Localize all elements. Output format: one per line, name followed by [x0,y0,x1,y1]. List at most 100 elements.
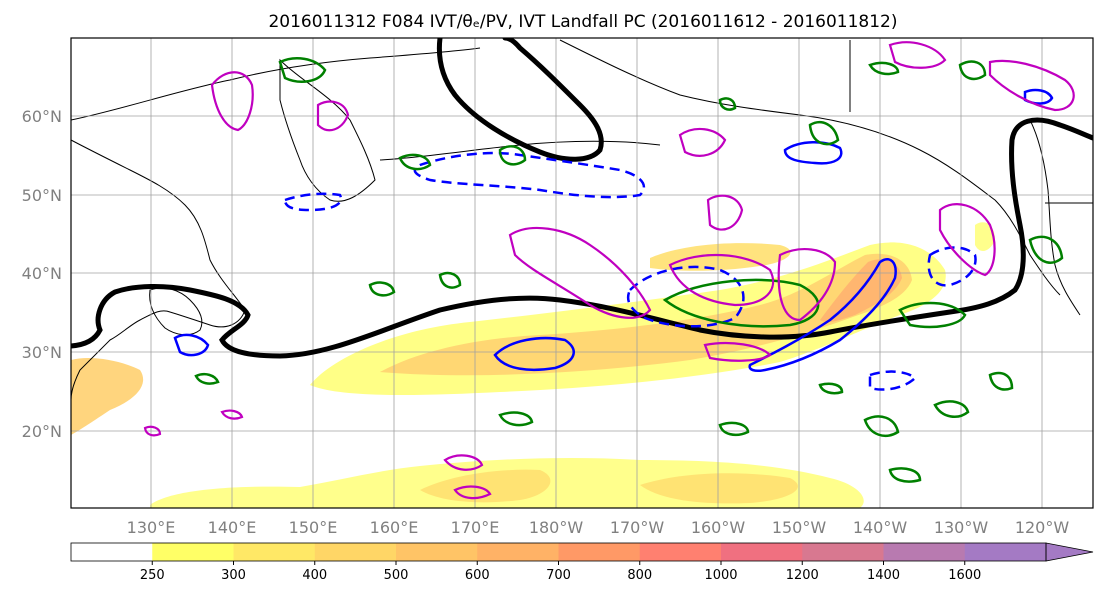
green-contour-12 [498,411,534,427]
longitude-labels: 130°E 140°E 150°E 160°E 170°E 180°W 170°… [127,518,1070,537]
magenta-contour-2 [316,100,350,132]
green-contour-20 [718,97,737,111]
green-contour-8 [898,301,967,329]
thick-contours [71,38,1093,359]
lon-label: 170°W [610,518,665,537]
magenta-contour-4 [668,253,775,307]
ivt-band-tail [650,243,791,271]
lon-label: 130°E [127,518,176,537]
blue-contour-dashed-aleutian [283,192,343,212]
lat-label: 60°N [22,107,62,126]
colorbar-segment [802,543,884,561]
lon-label: 150°W [772,518,827,537]
colorbar-segment [71,543,153,561]
magenta-contour-6 [706,194,744,231]
magenta-contour-11 [703,341,772,362]
green-contour-13 [718,421,750,437]
green-contours [194,57,1064,483]
colorbar-segment [721,543,803,561]
coast-siberia-north [71,38,481,121]
colorbar-tick-label: 600 [465,568,490,583]
green-contour-7 [438,271,462,289]
green-contour-9 [933,400,970,418]
colorbar-tick-label: 1000 [704,568,737,583]
green-contour-5 [958,60,987,81]
blue-contour-east [927,246,977,287]
figure-title: 2016011312 F084 IVT/θₑ/PV, IVT Landfall … [268,12,897,32]
colorbar-segment [396,543,478,561]
magenta-contour-5 [777,248,837,322]
colorbar-tick-label: 1600 [948,568,981,583]
lon-label: 160°E [370,518,419,537]
thick-contour-north [436,38,604,162]
thick-contour-main [71,117,1093,359]
green-contour-17 [818,382,844,395]
colorbar-tick-label: 300 [221,568,246,583]
green-contour-18 [662,278,820,328]
colorbar-tick-label: 1200 [786,568,819,583]
colorbar-segment [964,543,1047,561]
colorbar-ticks: 250 300 400 500 600 700 800 1000 1200 1400 1600 [140,561,981,583]
ivt-west [71,358,144,435]
ivt-south-core2 [640,473,798,504]
magenta-contour-9 [888,41,947,69]
coast-na-west [1029,119,1081,316]
colorbar: 250 300 400 500 600 700 800 1000 1200 1400 1600 [70,542,1094,583]
green-contour-10 [988,371,1014,391]
lon-label: 120°W [1015,518,1070,537]
ivt-south-core [420,469,551,503]
colorbar-tick-label: 1400 [867,568,900,583]
magenta-contour-3 [508,226,652,319]
lon-label: 150°E [289,518,338,537]
colorbar-segment [639,543,722,561]
lon-label: 130°W [934,518,989,537]
colorbar-segment [477,543,559,561]
colorbar-tick-label: 800 [627,568,652,583]
lat-label: 20°N [22,422,62,441]
lon-label: 160°W [691,518,746,537]
magenta-contour-12 [220,409,244,420]
lon-label: 140°W [853,518,908,537]
map-frame [70,37,1094,509]
blue-contour-south-east [868,370,917,391]
blue-contour-dashed-central [626,265,745,328]
ivt-east-small [975,222,995,252]
coast-asia [71,139,246,401]
magenta-contour-14 [443,454,484,471]
green-contour-4 [808,121,840,146]
colorbar-segment [558,543,641,561]
blue-contour-gulf [783,141,843,165]
green-contour-3 [498,145,527,166]
green-contour-2 [398,153,432,171]
colorbar-segment [883,543,966,561]
colorbar-tick-label: 500 [384,568,409,583]
blue-contour-main [748,258,897,373]
graticule [71,38,1093,508]
magenta-contour-8 [938,203,996,277]
lat-label: 30°N [22,343,62,362]
green-contour-6 [368,281,396,297]
map-content [71,38,1093,508]
coast-kamchatka [279,58,376,202]
magenta-contours [143,41,1075,500]
colorbar-extend-arrow [1045,542,1094,562]
green-contour-14 [1028,235,1064,264]
magenta-contour-13 [143,425,162,437]
green-contour-1 [278,57,327,83]
magenta-contour-7 [678,127,727,157]
colorbar-tick-label: 700 [546,568,571,583]
lon-label: 180°W [529,518,584,537]
blue-contour-jp [173,333,210,357]
colorbar-segments [71,543,1047,561]
lon-label: 170°E [451,518,500,537]
colorbar-segment [233,543,316,561]
green-contour-11 [863,415,900,437]
blue-contour-central [493,336,575,371]
green-contour-15 [194,373,220,385]
magenta-contour-15 [453,485,492,500]
colorbar-segment [152,543,234,561]
colorbar-tick-label: 250 [140,568,165,583]
lat-label: 40°N [22,264,62,283]
magenta-contour-10 [988,59,1075,112]
